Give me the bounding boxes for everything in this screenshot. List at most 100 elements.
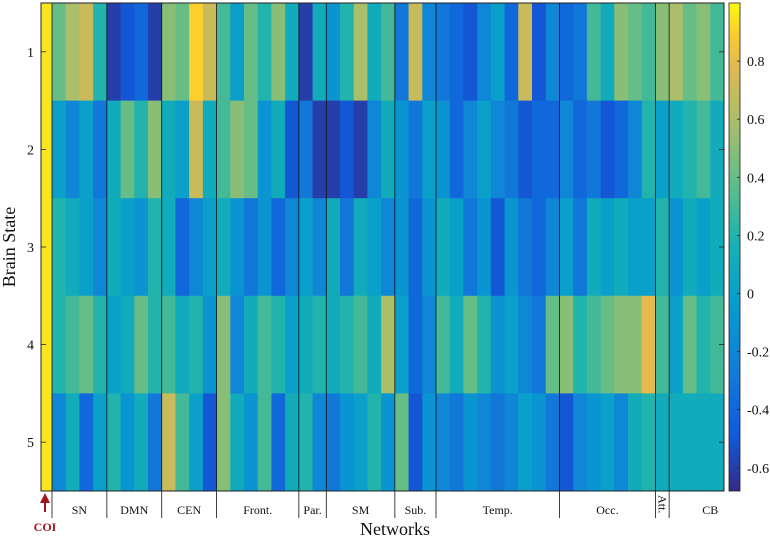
heatmap-cell xyxy=(52,3,67,102)
heatmap-cell xyxy=(545,393,560,492)
heatmap-cell xyxy=(559,100,574,199)
network-label: SM xyxy=(352,503,370,517)
heatmap-cell xyxy=(106,3,122,102)
heatmap-cell xyxy=(93,198,108,297)
heatmap-cell xyxy=(436,295,451,394)
heatmap-cell xyxy=(312,295,327,394)
heatmap-cell xyxy=(463,198,478,297)
heatmap-cell xyxy=(655,295,670,394)
heatmap-cell xyxy=(573,100,588,199)
heatmap-cell xyxy=(463,295,478,394)
network-label: Sub. xyxy=(405,503,427,517)
heatmap-cell xyxy=(367,393,382,492)
heatmap-cell xyxy=(586,295,602,394)
heatmap-cell xyxy=(559,3,574,102)
heatmap-cell xyxy=(298,3,314,102)
heatmap-cell xyxy=(106,100,122,199)
heatmap-cell xyxy=(463,100,478,199)
heatmap-cell xyxy=(189,198,204,297)
heatmap-cell xyxy=(52,295,67,394)
heatmap-cell xyxy=(394,3,410,102)
heatmap-cell xyxy=(669,100,684,199)
heatmap-cell xyxy=(175,198,190,297)
heatmap-cell xyxy=(202,3,218,102)
network-labels: SN DMN CEN Front. Par. SM Sub. Temp. Occ. Att. CB xyxy=(72,495,719,517)
heatmap-cell xyxy=(586,198,602,297)
heatmap-cell xyxy=(504,198,519,297)
heatmap-cell xyxy=(463,3,478,102)
heatmap-cell xyxy=(628,100,643,199)
heatmap-cell xyxy=(682,3,698,102)
heatmap-cell xyxy=(696,100,711,199)
heatmap-cell xyxy=(353,3,368,102)
network-separators xyxy=(51,3,670,518)
heatmap-cell xyxy=(285,393,300,492)
heatmap-cell xyxy=(189,393,204,492)
heatmap-cell xyxy=(216,198,231,297)
y-tick-label: 2 xyxy=(27,143,34,158)
heatmap-cell xyxy=(586,393,602,492)
heatmap-cell xyxy=(106,393,122,492)
heatmap-cell xyxy=(79,3,94,102)
heatmap-cell xyxy=(298,198,314,297)
coi-cell xyxy=(41,100,53,199)
heatmap-cell xyxy=(230,198,245,297)
heatmap-cell xyxy=(449,393,464,492)
heatmap-cell xyxy=(353,198,368,297)
heatmap-cell xyxy=(655,3,670,102)
heatmap-cell xyxy=(628,3,643,102)
heatmap-cell xyxy=(682,100,698,199)
heatmap-cell xyxy=(244,393,259,492)
heatmap-cell xyxy=(641,3,656,102)
heatmap-cell xyxy=(545,3,560,102)
heatmap-cell xyxy=(559,393,574,492)
heatmap-cell xyxy=(545,295,560,394)
heatmap-cell xyxy=(189,295,204,394)
heatmap-cell xyxy=(408,3,423,102)
heatmap-cell xyxy=(600,295,615,394)
heatmap-cell xyxy=(682,198,698,297)
y-axis-ticks: 1 2 3 4 5 xyxy=(27,46,724,451)
heatmap-cell xyxy=(285,295,300,394)
heatmap-cell xyxy=(257,295,272,394)
heatmap-cell xyxy=(655,100,670,199)
heatmap-cell xyxy=(230,393,245,492)
heatmap-cell xyxy=(257,198,272,297)
heatmap-cell xyxy=(696,3,711,102)
heatmap-cell xyxy=(216,3,231,102)
heatmap-cell xyxy=(244,198,259,297)
heatmap-cell xyxy=(340,3,355,102)
heatmap-cell xyxy=(600,3,615,102)
heatmap-cell xyxy=(559,295,574,394)
heatmap-cell xyxy=(532,295,547,394)
heatmap-cell xyxy=(545,198,560,297)
heatmap-cell xyxy=(408,393,423,492)
heatmap-cell xyxy=(422,3,437,102)
heatmap-cell xyxy=(326,295,341,394)
heatmap-cell xyxy=(230,3,245,102)
heatmap-cell xyxy=(202,393,218,492)
heatmap-cell xyxy=(148,198,163,297)
heatmap-cell xyxy=(134,3,149,102)
heatmap-cell xyxy=(202,100,218,199)
heatmap-cell xyxy=(271,198,286,297)
heatmap-cell xyxy=(106,198,122,297)
heatmap-cell xyxy=(367,295,382,394)
heatmap-cell xyxy=(614,198,629,297)
heatmap-cell xyxy=(271,100,286,199)
heatmap-cell xyxy=(490,393,506,492)
network-label: DMN xyxy=(120,503,148,517)
heatmap-cell xyxy=(490,198,506,297)
heatmap-cell xyxy=(381,198,396,297)
heatmap-cell xyxy=(477,295,492,394)
heatmap-cell xyxy=(394,100,410,199)
coi-annotation: COI xyxy=(34,493,57,534)
heatmap-cell xyxy=(628,393,643,492)
network-label: Temp. xyxy=(483,503,513,517)
heatmap-cell xyxy=(614,295,629,394)
heatmap-cell xyxy=(600,198,615,297)
heatmap-cell xyxy=(285,198,300,297)
heatmap-cell xyxy=(65,198,80,297)
heatmap-cell xyxy=(408,198,423,297)
